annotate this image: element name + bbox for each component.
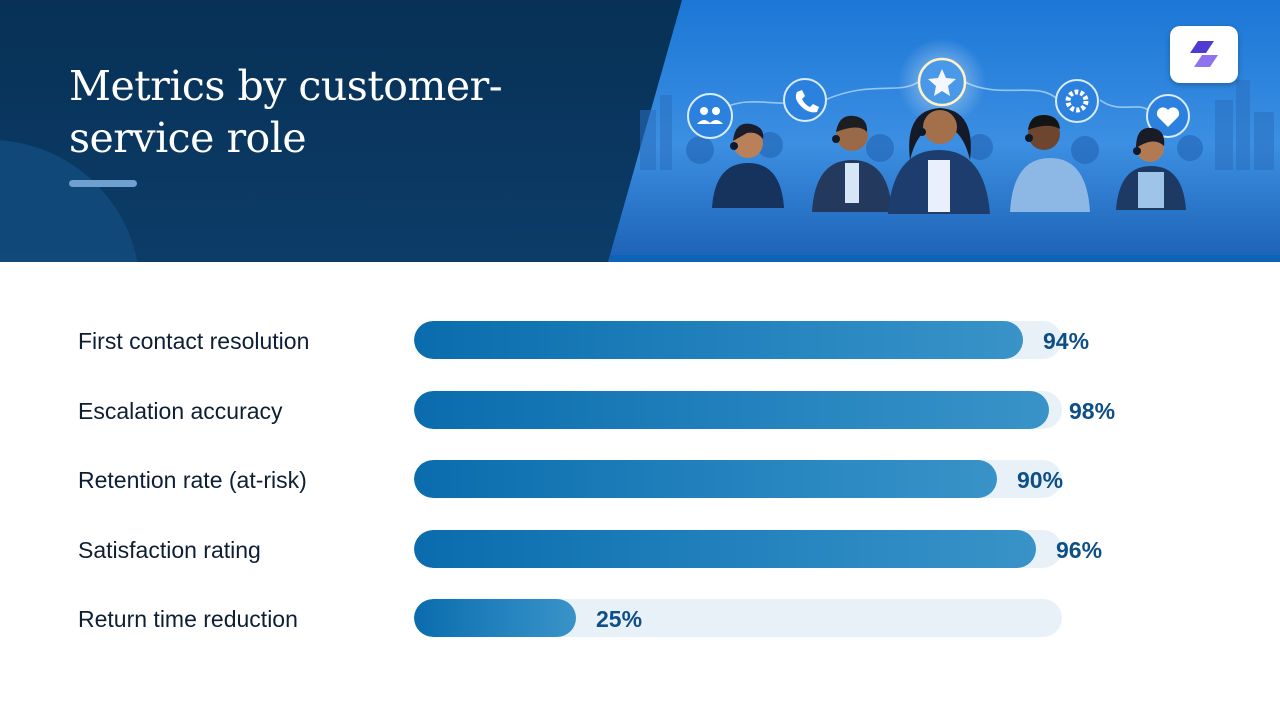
heart-icon bbox=[1146, 94, 1190, 138]
data-label: 96% bbox=[1056, 536, 1103, 563]
bar-track bbox=[414, 460, 1062, 498]
agent-figure-3 bbox=[888, 108, 990, 214]
people-icon bbox=[687, 93, 733, 139]
header-banner: Metrics by customer-service role bbox=[0, 0, 1280, 262]
bar bbox=[414, 599, 576, 637]
bar-chart: First contact resolution 94% Escalation ac… bbox=[0, 262, 1280, 720]
bar-track bbox=[414, 529, 1062, 568]
data-label: 90% bbox=[1017, 467, 1064, 493]
agent-figure-4 bbox=[1010, 114, 1090, 212]
page-title: Metrics by customer-service role bbox=[69, 62, 503, 162]
category-label: Escalation accuracy bbox=[78, 397, 283, 424]
agent-figure-2 bbox=[812, 115, 892, 212]
agent-figure-5 bbox=[1116, 127, 1186, 210]
brand-logo bbox=[1170, 26, 1238, 83]
chart-row: First contact resolution 94% bbox=[0, 321, 1280, 361]
gear-icon bbox=[1055, 79, 1099, 123]
category-label: Satisfaction rating bbox=[78, 536, 261, 563]
agent-figure-1 bbox=[712, 123, 784, 208]
chart-row: Escalation accuracy 98% bbox=[0, 390, 1280, 431]
bar bbox=[414, 321, 1023, 359]
brand-logo-icon bbox=[1190, 41, 1218, 67]
star-icon bbox=[917, 57, 967, 107]
bar-track bbox=[414, 390, 1062, 429]
data-label: 25% bbox=[596, 606, 643, 632]
header-illustration bbox=[0, 0, 1280, 262]
title-underline bbox=[69, 180, 137, 187]
category-label: Retention rate (at-risk) bbox=[78, 467, 307, 493]
chart-row: Retention rate (at-risk) 90% bbox=[0, 460, 1280, 500]
bar bbox=[414, 460, 997, 498]
bar bbox=[414, 529, 1036, 568]
chart-row: Satisfaction rating 96% bbox=[0, 529, 1280, 570]
bar-track bbox=[414, 321, 1062, 359]
category-label: Return time reduction bbox=[78, 606, 298, 632]
data-label: 98% bbox=[1069, 397, 1116, 424]
chart-row: Return time reduction 25% bbox=[0, 599, 1280, 639]
phone-icon bbox=[783, 78, 827, 122]
data-label: 94% bbox=[1043, 328, 1090, 354]
bar bbox=[414, 390, 1049, 429]
category-label: First contact resolution bbox=[78, 328, 310, 354]
bar-track bbox=[414, 599, 1062, 637]
